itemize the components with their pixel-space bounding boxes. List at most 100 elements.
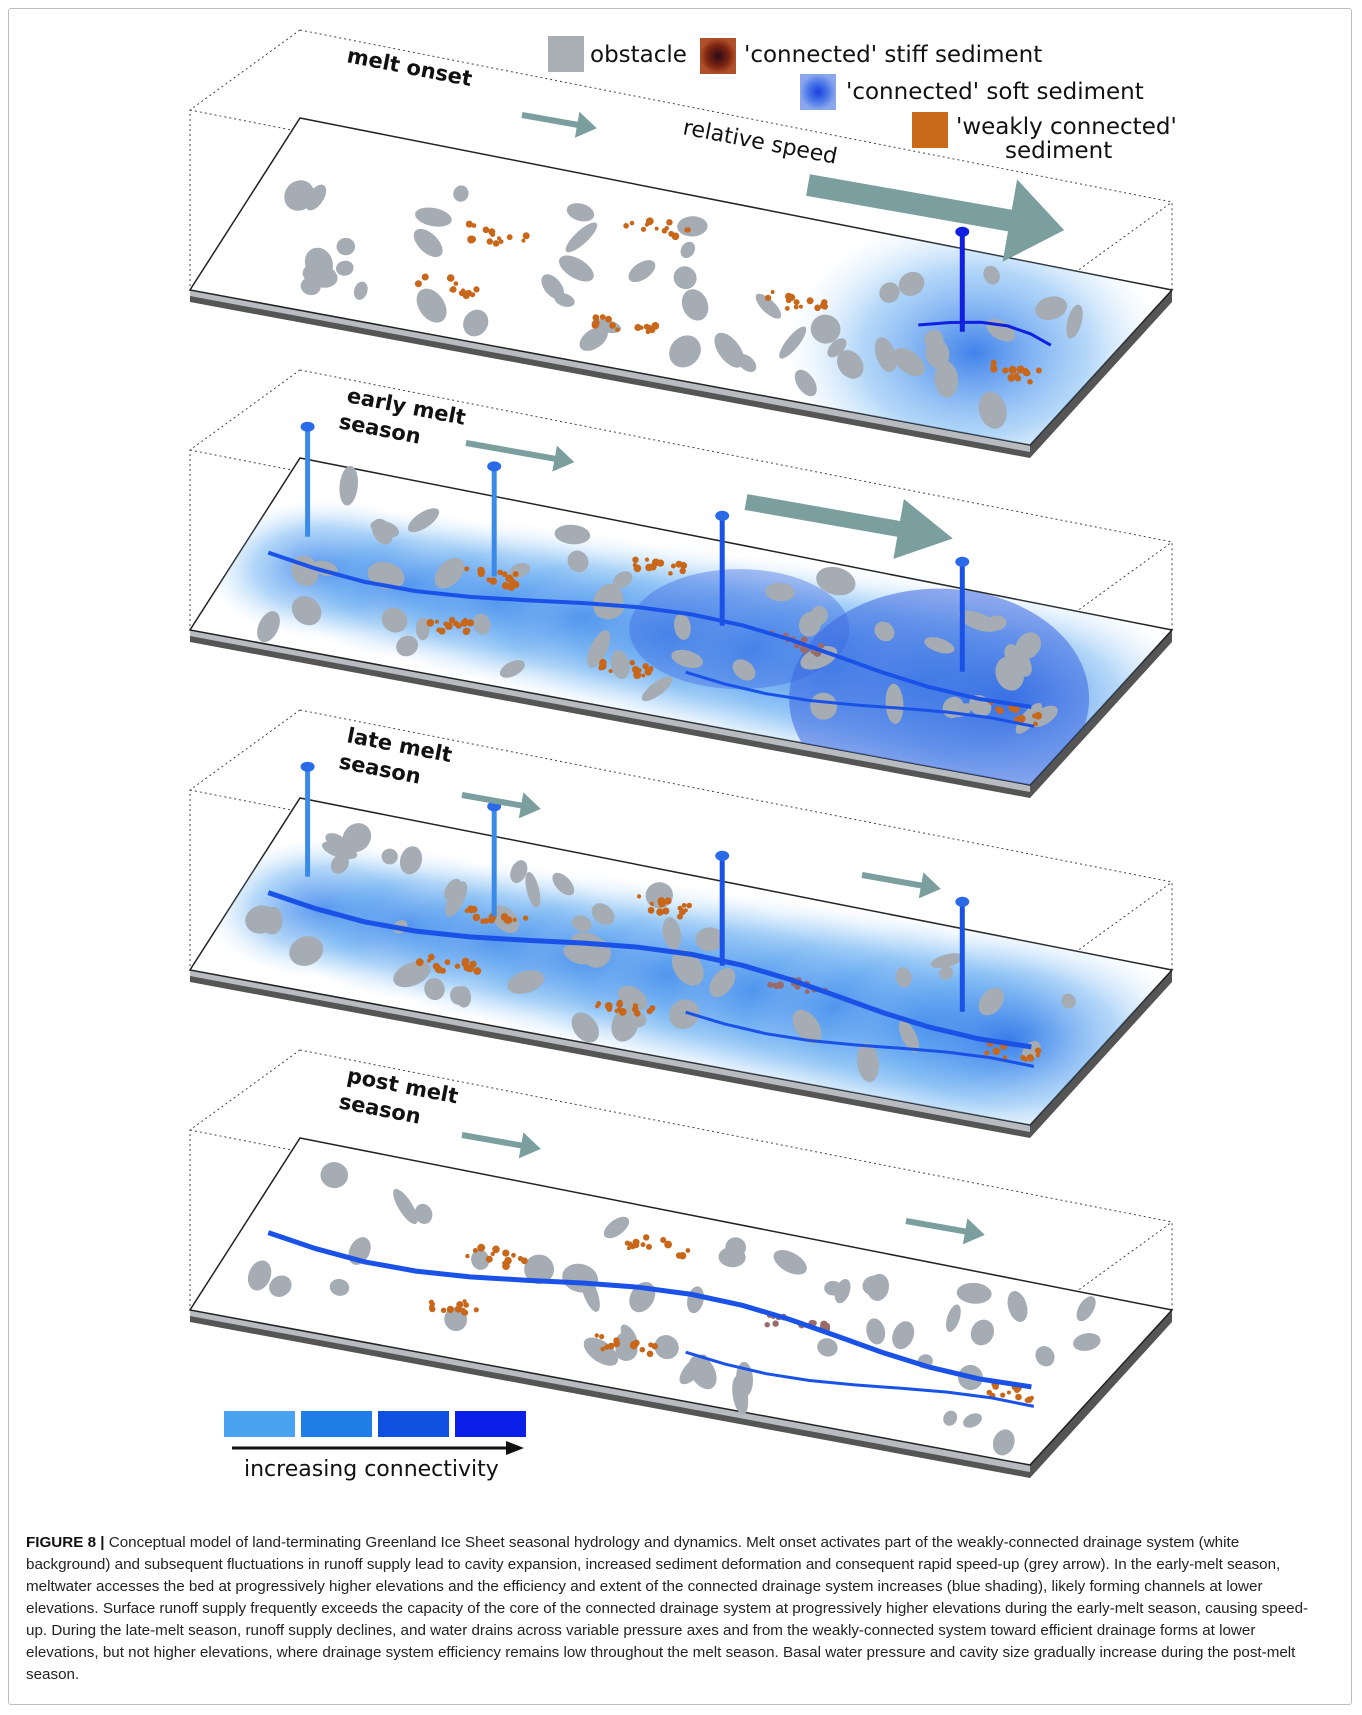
sediment-grain xyxy=(1024,1397,1030,1403)
obstacle xyxy=(525,871,541,908)
obstacle xyxy=(898,1020,919,1053)
obstacle xyxy=(862,1275,885,1296)
sediment-grain xyxy=(438,627,446,635)
sediment-grain xyxy=(629,220,635,226)
sediment-grain xyxy=(477,1243,486,1252)
obstacle xyxy=(393,961,431,988)
obstacle xyxy=(709,967,736,998)
drainage-channel xyxy=(918,320,1052,347)
sediment-grain xyxy=(1035,367,1042,374)
sediment-grain xyxy=(466,964,474,973)
obstacle xyxy=(816,566,856,596)
sediment-grain xyxy=(990,365,998,373)
connectivity-swatch-2 xyxy=(301,1411,372,1437)
obstacle xyxy=(618,985,648,1011)
legend-obstacle-label: obstacle xyxy=(590,42,687,68)
sediment-grain xyxy=(505,574,513,583)
sediment-grain xyxy=(460,619,469,627)
sediment-grain xyxy=(446,274,455,282)
sediment-grain xyxy=(770,290,775,294)
sediment-grain xyxy=(485,1255,493,1263)
sediment-grain xyxy=(1007,373,1016,382)
obstacle xyxy=(654,1335,679,1360)
obstacle xyxy=(628,260,656,283)
connectivity-swatch-4 xyxy=(455,1411,526,1437)
sediment-grain xyxy=(1029,1395,1035,1401)
sediment-grain xyxy=(814,304,821,312)
obstacle xyxy=(668,999,700,1029)
obstacle xyxy=(893,347,925,377)
obstacle xyxy=(1007,1291,1028,1322)
sediment-grain xyxy=(592,314,600,321)
sediment-grain xyxy=(623,223,629,229)
sediment-grain xyxy=(609,322,616,329)
obstacle xyxy=(946,1304,961,1332)
moulin-top xyxy=(300,761,315,772)
sediment-grain xyxy=(472,1248,478,1253)
obstacle xyxy=(837,350,864,379)
sediment-grain xyxy=(502,1249,510,1257)
obstacle xyxy=(983,265,1000,285)
sediment-grain xyxy=(1032,721,1038,727)
sediment-grain xyxy=(1006,1390,1011,1395)
moulin-top xyxy=(487,461,502,472)
sediment-grain xyxy=(605,315,612,323)
sediment-grain xyxy=(767,981,774,988)
sediment-grain xyxy=(466,619,474,627)
connectivity-scale: increasing connectivity xyxy=(224,1411,526,1482)
wireframe-box xyxy=(189,29,1173,446)
sediment-grain xyxy=(1034,1047,1042,1054)
obstacle xyxy=(718,1246,746,1268)
obstacle xyxy=(583,1337,619,1366)
obstacle xyxy=(453,185,469,202)
obstacle xyxy=(396,635,419,657)
sediment-grain xyxy=(660,1237,667,1243)
obstacle xyxy=(1004,644,1032,677)
obstacle xyxy=(559,255,594,282)
sediment-grain xyxy=(462,1299,467,1304)
sediment-grain xyxy=(453,281,459,286)
obstacle xyxy=(381,607,408,633)
sediment-grain xyxy=(664,897,672,905)
speed-arrow xyxy=(461,1132,541,1159)
obstacle xyxy=(943,1410,958,1426)
sediment-grain xyxy=(498,239,504,245)
obstacle xyxy=(247,1260,272,1291)
sediment-grain xyxy=(656,908,664,916)
sediment-grain xyxy=(986,1389,993,1396)
obstacle xyxy=(714,332,745,368)
sediment-grain xyxy=(1012,706,1020,714)
moulin-top xyxy=(955,556,970,567)
obstacle xyxy=(353,281,368,300)
sediment-grain xyxy=(615,327,620,333)
drainage-channel xyxy=(267,1230,1032,1390)
sediment-grain xyxy=(443,621,449,627)
sediment-grain xyxy=(439,967,446,974)
obstacle xyxy=(765,582,796,602)
sediment-grain xyxy=(522,915,529,921)
sediment-grain xyxy=(512,917,517,923)
obstacle xyxy=(963,1413,982,1428)
sediment-grain xyxy=(648,326,656,334)
obstacle xyxy=(289,936,324,966)
sediment-grain xyxy=(521,238,526,243)
obstacle xyxy=(579,326,608,351)
sediment-grain xyxy=(804,989,810,995)
speed-arrow xyxy=(465,440,575,472)
sediment-grain xyxy=(793,299,800,306)
drainage-channel xyxy=(685,1010,1035,1068)
sediment-grain xyxy=(430,1301,436,1307)
sediment-grain xyxy=(473,1307,479,1313)
obstacle xyxy=(755,293,782,319)
sediment-grain xyxy=(793,304,799,310)
sediment-grain xyxy=(492,1245,500,1254)
obstacle xyxy=(342,823,372,853)
sediment-grain xyxy=(488,228,496,236)
obstacle xyxy=(1029,705,1058,728)
sediment-grain xyxy=(639,1346,646,1353)
sediment-grain xyxy=(664,226,669,231)
sediment-grain xyxy=(444,959,451,965)
sediment-grain xyxy=(604,1002,613,1010)
obstacle xyxy=(978,391,1007,429)
sediment-grain xyxy=(643,1234,650,1241)
